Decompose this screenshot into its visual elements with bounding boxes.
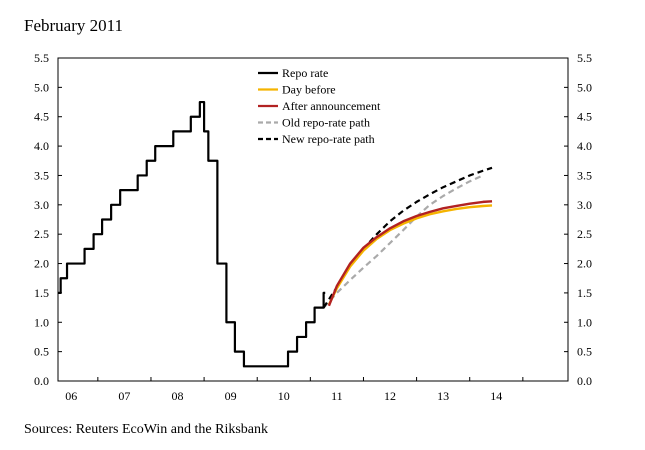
y-tick-label-left: 5.5 <box>34 51 49 65</box>
y-tick-label-left: 4.5 <box>34 110 49 124</box>
y-tick-label-right: 5.5 <box>577 51 592 65</box>
x-tick-label: 10 <box>278 389 290 403</box>
x-tick-label: 14 <box>490 389 502 403</box>
series-line-repo-rate <box>58 100 326 368</box>
legend-label: Day before <box>282 83 336 97</box>
y-tick-label-right: 0.5 <box>577 345 592 359</box>
series-line-after-announcement <box>327 200 493 307</box>
y-tick-label-right: 5.0 <box>577 80 592 94</box>
y-tick-label-right: 4.0 <box>577 139 592 153</box>
legend-label: Repo rate <box>282 66 328 80</box>
x-tick-label: 08 <box>172 389 184 403</box>
plot-frame <box>57 57 569 382</box>
x-tick-label: 09 <box>225 389 237 403</box>
y-tick-label-left: 0.5 <box>34 345 49 359</box>
y-tick-label-left: 1.0 <box>34 315 49 329</box>
y-tick-label-left: 4.0 <box>34 139 49 153</box>
y-tick-label-right: 3.0 <box>577 198 592 212</box>
y-tick-label-left: 1.5 <box>34 286 49 300</box>
legend-label: Old repo-rate path <box>282 116 370 130</box>
y-tick-label-right: 1.0 <box>577 315 592 329</box>
y-tick-label-right: 2.0 <box>577 257 592 271</box>
legend-label: After announcement <box>282 99 381 113</box>
series-line-new-repo-rate-path <box>322 166 493 309</box>
axes-layer: 0.0 0.0 0.5 0.5 1.0 1.0 1.5 1.5 2.0 2.0 2.5 2.5 3.0 3… <box>34 51 592 403</box>
y-tick-label-right: 1.5 <box>577 286 592 300</box>
y-tick-label-left: 2.0 <box>34 257 49 271</box>
x-tick-label: 13 <box>437 389 449 403</box>
y-tick-label-left: 2.5 <box>34 227 49 241</box>
y-tick-label-left: 3.0 <box>34 198 49 212</box>
x-tick-label: 06 <box>65 389 77 403</box>
y-tick-label-right: 4.5 <box>577 110 592 124</box>
x-tick-label: 07 <box>118 389 130 403</box>
y-tick-label-left: 0.0 <box>34 374 49 388</box>
legend-label: New repo-rate path <box>282 132 375 146</box>
series-line-day-before <box>327 204 493 306</box>
y-tick-label-left: 5.0 <box>34 80 49 94</box>
legend: Repo rate Day before After announcement Old… <box>258 66 381 146</box>
x-tick-label: 11 <box>331 389 343 403</box>
y-tick-label-right: 3.5 <box>577 168 592 182</box>
y-tick-label-left: 3.5 <box>34 168 49 182</box>
x-tick-label: 12 <box>384 389 396 403</box>
y-tick-label-right: 2.5 <box>577 227 592 241</box>
y-tick-label-right: 0.0 <box>577 374 592 388</box>
series-line-old-repo-rate-path <box>322 174 484 309</box>
source-note: Sources: Reuters EcoWin and the Riksbank <box>24 422 268 437</box>
series-layer <box>58 100 493 368</box>
chart-title: February 2011 <box>24 16 123 35</box>
